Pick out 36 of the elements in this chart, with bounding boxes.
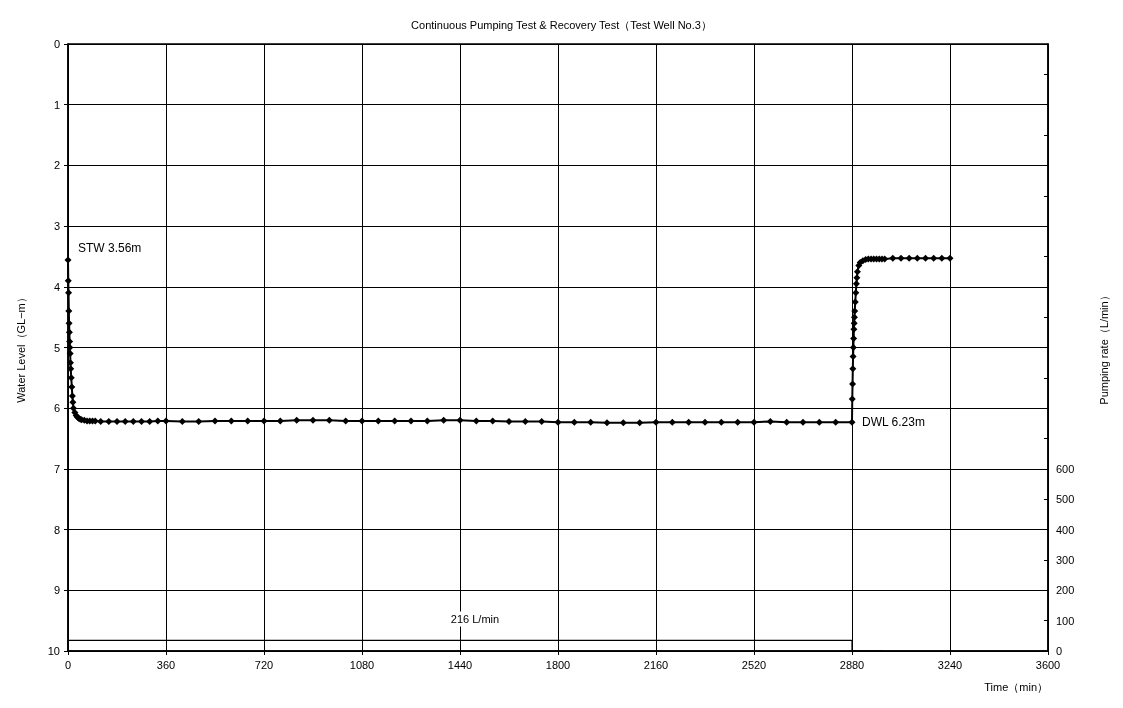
y-tick-label: 5 [53, 341, 60, 354]
y2-tick-label: 500 [1056, 493, 1075, 506]
y-tick-label: 6 [53, 402, 60, 415]
y-tick-label: 4 [53, 280, 60, 293]
y-tick-label: 3 [53, 220, 60, 233]
y2-tick-label: 300 [1056, 553, 1075, 566]
y-tick-label: 1 [53, 98, 60, 111]
x-tick-label: 2880 [839, 658, 865, 671]
y-axis-title: Water Level（GL−m） [14, 292, 27, 403]
x-tick-label: 1440 [447, 658, 473, 671]
y2-tick-label: 100 [1056, 614, 1075, 627]
y-tick-label: 2 [53, 159, 60, 172]
annotation: DWL 6.23m [862, 415, 925, 430]
y2-tick-label: 0 [1056, 645, 1063, 657]
x-tick-label: 0 [64, 658, 72, 671]
y-tick-label: 0 [53, 38, 60, 50]
y2-tick-label: 200 [1056, 584, 1075, 597]
y-tick-label: 8 [53, 523, 60, 536]
x-tick-label: 3600 [1035, 658, 1061, 671]
x-tick-label: 2520 [741, 658, 767, 671]
annotation: STW 3.56m [78, 241, 142, 256]
x-tick-label: 360 [156, 658, 176, 671]
y2-tick-label: 600 [1056, 462, 1075, 475]
x-tick-label: 1080 [349, 658, 375, 671]
x-axis-title: Time（min） [984, 680, 1048, 693]
y2-tick-label: 400 [1056, 523, 1075, 536]
y-tick-label: 9 [53, 584, 60, 597]
chart-title: Continuous Pumping Test & Recovery Test（Test Well No.3） [411, 18, 712, 31]
x-tick-label: 720 [254, 658, 274, 671]
x-tick-label: 2160 [643, 658, 669, 671]
y-tick-label: 7 [53, 462, 60, 475]
y-tick-label: 10 [47, 645, 60, 657]
annotation: 216 L/min [450, 612, 500, 625]
x-tick-label: 1800 [545, 658, 571, 671]
y2-axis-title: Pumping rate（L/min） [1097, 290, 1110, 405]
x-tick-label: 3240 [937, 658, 963, 671]
